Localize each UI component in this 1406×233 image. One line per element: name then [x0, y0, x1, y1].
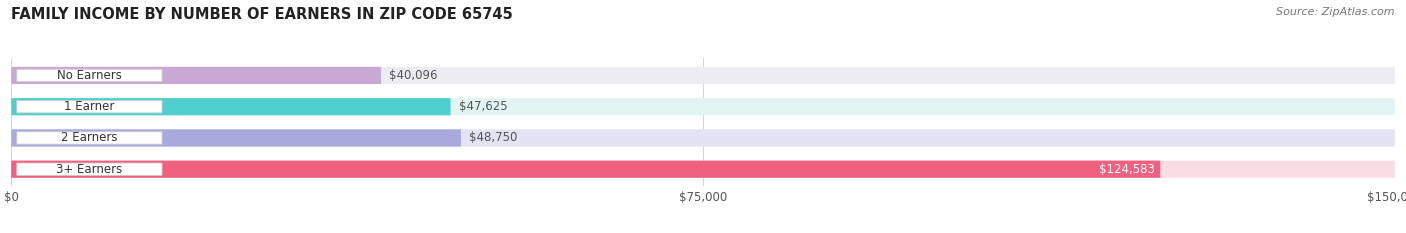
FancyBboxPatch shape [17, 132, 162, 144]
FancyBboxPatch shape [17, 163, 162, 175]
Text: Source: ZipAtlas.com: Source: ZipAtlas.com [1277, 7, 1395, 17]
FancyBboxPatch shape [11, 161, 1395, 178]
FancyBboxPatch shape [11, 161, 1160, 178]
FancyBboxPatch shape [11, 67, 1395, 84]
FancyBboxPatch shape [11, 129, 461, 147]
FancyBboxPatch shape [11, 129, 1395, 147]
Text: FAMILY INCOME BY NUMBER OF EARNERS IN ZIP CODE 65745: FAMILY INCOME BY NUMBER OF EARNERS IN ZI… [11, 7, 513, 22]
Text: 1 Earner: 1 Earner [65, 100, 115, 113]
Text: $40,096: $40,096 [389, 69, 437, 82]
FancyBboxPatch shape [17, 69, 162, 82]
Text: $48,750: $48,750 [470, 131, 517, 144]
Text: No Earners: No Earners [58, 69, 122, 82]
Text: 3+ Earners: 3+ Earners [56, 163, 122, 176]
FancyBboxPatch shape [11, 67, 381, 84]
FancyBboxPatch shape [17, 100, 162, 113]
FancyBboxPatch shape [11, 98, 450, 115]
FancyBboxPatch shape [11, 98, 1395, 115]
Text: $47,625: $47,625 [458, 100, 508, 113]
Text: $124,583: $124,583 [1099, 163, 1154, 176]
Text: 2 Earners: 2 Earners [62, 131, 118, 144]
